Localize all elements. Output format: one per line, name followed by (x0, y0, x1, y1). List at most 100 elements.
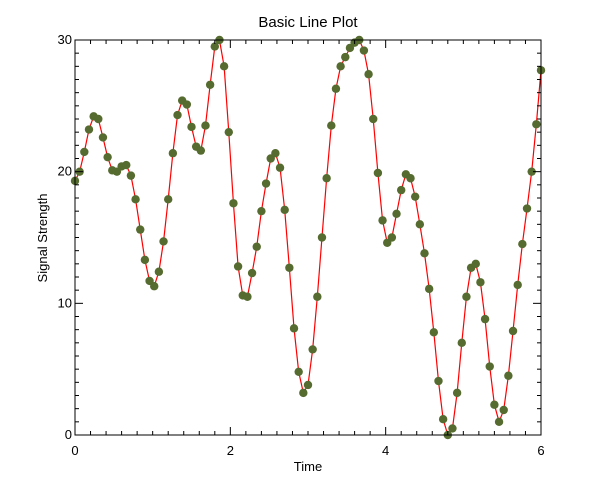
data-point (131, 195, 140, 204)
series-line-segment (428, 288, 435, 333)
data-point (257, 206, 266, 216)
series-line-segment (284, 209, 290, 269)
series-line-segment (172, 114, 179, 154)
data-point (224, 127, 233, 137)
data-point (341, 52, 350, 62)
series-line-segment (503, 375, 509, 411)
data-point (471, 259, 480, 269)
series-line-segment (200, 124, 207, 152)
series-line-segment (526, 171, 533, 210)
series-line-segment (372, 118, 379, 174)
data-point (173, 110, 182, 120)
series-line-segment (437, 380, 444, 420)
data-point (136, 225, 145, 234)
data-point (126, 171, 136, 180)
data-point (448, 424, 457, 433)
series-line-segment (535, 69, 542, 125)
series-line-segment (377, 172, 384, 221)
series-line-segment (456, 342, 463, 394)
series-line-segment (218, 39, 225, 67)
data-point (313, 292, 322, 301)
data-point (159, 237, 168, 246)
data-point (364, 70, 373, 79)
series-line-segment (531, 123, 537, 173)
x-axis-label: Time (294, 459, 322, 474)
data-point (327, 121, 336, 130)
series-line-segment (204, 84, 211, 127)
series-line-segment (479, 281, 486, 320)
data-point (275, 163, 285, 172)
plot-frame (74, 39, 542, 436)
data-point (406, 174, 415, 183)
series-line-segment (279, 167, 286, 211)
data-point (434, 376, 443, 386)
series-line-segment (489, 365, 495, 406)
data-point (490, 400, 499, 409)
data-point (187, 122, 196, 132)
series-line-segment (256, 210, 262, 248)
data-point (476, 278, 485, 287)
y-axis-label: Signal Strength (35, 194, 50, 283)
data-point (243, 292, 252, 301)
data-point (494, 417, 504, 427)
series-line-segment (419, 223, 426, 254)
data-point (527, 167, 536, 176)
data-point (289, 324, 299, 333)
data-point (122, 160, 131, 170)
data-point (532, 120, 541, 129)
series-line-segment (251, 246, 258, 274)
data-point (80, 147, 89, 157)
data-point (271, 149, 280, 158)
x-tick-label: 2 (227, 443, 234, 458)
data-point (94, 114, 103, 124)
data-point (457, 338, 466, 348)
data-point (84, 125, 94, 134)
series-line-segment (512, 284, 519, 332)
data-point (164, 195, 173, 204)
data-point (387, 233, 397, 242)
series-line-segment (367, 73, 374, 120)
data-point (504, 371, 513, 380)
series-line-segment (312, 296, 318, 351)
data-point (140, 255, 150, 265)
data-point (210, 42, 219, 51)
series-line-segment (433, 331, 440, 382)
x-tick-label: 6 (537, 443, 544, 458)
series-line-segment (461, 296, 468, 344)
data-point (462, 292, 471, 301)
data-point (168, 149, 178, 158)
series-line-segment (414, 196, 421, 225)
series-line-segment (265, 157, 272, 185)
series-line-segment (232, 202, 239, 268)
x-tick-label: 4 (382, 443, 389, 458)
data-point (261, 179, 271, 188)
data-point (252, 242, 261, 251)
y-tick-label: 30 (58, 32, 72, 47)
data-point (429, 328, 439, 337)
series-line-segment (223, 65, 230, 133)
data-point (233, 262, 243, 271)
data-point (420, 249, 429, 258)
data-point (522, 204, 532, 213)
series-line-segment (330, 88, 337, 127)
data-point (485, 362, 494, 371)
series-line-segment (260, 182, 267, 212)
series-line-segment (288, 267, 295, 329)
data-point (196, 146, 206, 155)
data-point (201, 121, 210, 130)
data-point (480, 314, 490, 324)
series-line-segment (162, 198, 169, 243)
data-point (182, 100, 192, 109)
series-line-segment (134, 198, 141, 231)
data-point (219, 62, 229, 71)
series-line-segment (517, 243, 523, 286)
series-line-segment (326, 124, 332, 179)
chart-title: Basic Line Plot (258, 14, 358, 31)
data-point (247, 268, 257, 278)
data-point (103, 152, 112, 162)
y-tick-label: 10 (58, 295, 72, 310)
series-line-segment (484, 318, 491, 368)
data-point (294, 367, 303, 376)
data-point (369, 114, 378, 124)
